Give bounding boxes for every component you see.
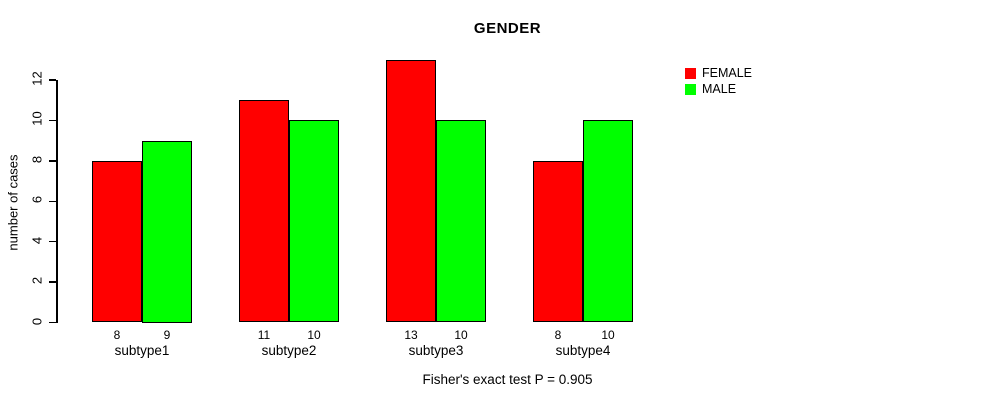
y-axis-tick-label: 6 <box>29 196 45 204</box>
bar-female-subtype1 <box>92 160 142 323</box>
bar-value-label: 10 <box>454 328 468 342</box>
y-axis-tick-label: 2 <box>29 276 45 285</box>
y-axis-label: number of cases <box>5 154 21 251</box>
bar-female-subtype4 <box>533 160 583 323</box>
bar-value-label: 8 <box>113 328 121 342</box>
y-axis-line <box>56 80 58 323</box>
bar-value-label: 10 <box>601 328 615 342</box>
y-axis-tick-label: 0 <box>29 317 45 325</box>
bar-value-label: 8 <box>554 328 562 342</box>
y-axis-tick <box>49 160 56 162</box>
legend-item-female: FEMALE <box>685 65 752 81</box>
y-axis-tick-label: 10 <box>29 111 45 127</box>
caption-fishers-test: Fisher's exact test P = 0.905 <box>422 372 593 387</box>
legend: FEMALE MALE <box>685 65 752 97</box>
category-label-subtype2: subtype2 <box>261 343 317 358</box>
legend-label: FEMALE <box>702 66 753 80</box>
bar-male-subtype3 <box>436 120 486 323</box>
bar-male-subtype1 <box>142 140 192 323</box>
category-label-subtype3: subtype3 <box>408 343 464 358</box>
bar-value-label: 11 <box>257 328 271 342</box>
bar-female-subtype2 <box>239 100 289 323</box>
y-axis-tick <box>49 119 56 122</box>
y-axis-tick <box>49 321 56 324</box>
bar-value-label: 10 <box>307 328 321 342</box>
y-axis-tick <box>49 240 56 243</box>
bar-male-subtype4 <box>583 120 633 323</box>
y-axis-tick-label: 4 <box>29 236 45 244</box>
bar-male-subtype2 <box>289 120 339 323</box>
chart-title: GENDER <box>473 20 542 37</box>
bar-female-subtype3 <box>386 59 436 323</box>
category-label-subtype1: subtype1 <box>114 343 170 358</box>
legend-swatch <box>685 83 696 95</box>
legend-swatch <box>685 67 696 79</box>
legend-item-male: MALE <box>685 81 752 97</box>
category-label-subtype4: subtype4 <box>555 343 611 358</box>
y-axis-tick-label: 12 <box>29 71 45 86</box>
y-axis-tick <box>49 200 56 202</box>
legend-label: MALE <box>702 82 737 96</box>
y-axis-tick <box>49 281 56 283</box>
y-axis-tick-label: 8 <box>29 155 45 163</box>
bar-value-label: 9 <box>163 328 171 342</box>
bar-value-label: 13 <box>404 328 418 342</box>
y-axis-tick <box>49 79 56 81</box>
